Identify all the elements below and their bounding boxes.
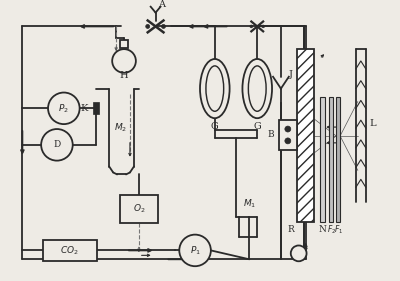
Bar (297, 49, 314, 222)
Text: K: K (81, 104, 88, 113)
Text: N: N (318, 225, 326, 234)
Text: L: L (369, 119, 376, 128)
Text: $CO_2$: $CO_2$ (60, 244, 79, 257)
Circle shape (262, 25, 265, 28)
Text: $F_1$: $F_1$ (334, 223, 343, 236)
Text: $O_2$: $O_2$ (132, 203, 145, 215)
Circle shape (162, 24, 166, 28)
Text: G: G (253, 122, 261, 131)
Ellipse shape (200, 59, 230, 118)
Bar (43, 240, 97, 261)
Ellipse shape (206, 66, 224, 111)
Circle shape (41, 129, 73, 161)
Text: $F_2$: $F_2$ (326, 223, 336, 236)
Bar (329, 98, 333, 222)
Circle shape (291, 246, 306, 261)
Circle shape (285, 126, 291, 132)
Circle shape (179, 235, 211, 266)
Text: A: A (158, 0, 165, 9)
Bar (120, 195, 158, 223)
Text: B: B (268, 130, 274, 139)
Circle shape (146, 24, 150, 28)
Text: G: G (211, 122, 219, 131)
Bar (120, 40, 128, 48)
Circle shape (250, 25, 253, 28)
Text: $M_1$: $M_1$ (243, 198, 256, 210)
Circle shape (112, 49, 136, 73)
Ellipse shape (248, 66, 266, 111)
Text: $P_2$: $P_2$ (58, 102, 69, 115)
Text: R: R (288, 225, 294, 234)
Text: J: J (289, 70, 293, 79)
Text: D: D (53, 140, 60, 149)
Bar (320, 98, 325, 222)
Ellipse shape (242, 59, 272, 118)
Bar (336, 98, 340, 222)
Circle shape (48, 92, 80, 124)
Text: H: H (120, 71, 128, 80)
Bar (94, 102, 99, 114)
Text: $P_1$: $P_1$ (190, 244, 200, 257)
Text: $M_2$: $M_2$ (114, 122, 128, 134)
Circle shape (285, 138, 291, 144)
Bar (279, 120, 297, 150)
